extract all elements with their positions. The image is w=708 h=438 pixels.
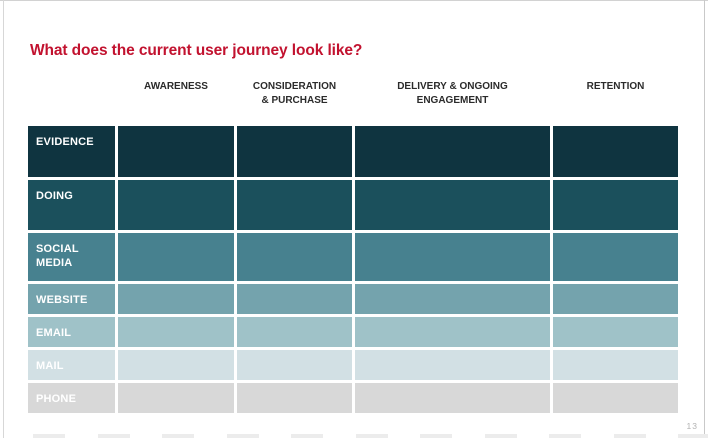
cutoff-shape <box>97 434 130 438</box>
row-label-cell: PHONE <box>28 383 115 413</box>
table-cell <box>553 126 678 177</box>
table-cell <box>355 317 550 347</box>
column-header: RETENTION <box>586 81 645 92</box>
cutoff-shape <box>420 434 452 438</box>
table-cell <box>355 126 550 177</box>
table-cell <box>553 180 678 230</box>
table-cell <box>118 284 234 314</box>
cutoff-shape <box>33 434 65 438</box>
table-cell <box>553 317 678 347</box>
table-cell <box>118 317 234 347</box>
row-label-cell: SOCIAL MEDIA <box>28 233 115 281</box>
row-label-cell: DOING <box>28 180 115 230</box>
cutoff-shape <box>355 434 388 438</box>
row-label-column-spacer <box>28 80 115 107</box>
slide-top-border <box>0 0 708 1</box>
table-cell <box>118 383 234 413</box>
cutoff-shape <box>484 434 517 438</box>
table-cell <box>237 383 352 413</box>
table-column-headers: AWARENESS CONSIDERATION & PURCHASE DELIVER… <box>28 80 678 107</box>
table-cell <box>553 233 678 281</box>
cutoff-shape <box>549 434 581 438</box>
table-cell <box>237 233 352 281</box>
table-cell <box>118 126 234 177</box>
cutoff-shape <box>226 434 259 438</box>
cutoff-shapes-strip <box>0 434 708 438</box>
table-cell <box>553 383 678 413</box>
slide-right-border <box>704 0 705 438</box>
user-journey-table: EVIDENCE DOING SOCIAL MEDIA WEBSITE EMAIL MAI… <box>28 126 678 413</box>
cutoff-shape <box>613 434 646 438</box>
column-header: AWARENESS <box>144 81 208 92</box>
table-cell <box>553 284 678 314</box>
table-cell <box>237 284 352 314</box>
slide-left-border <box>3 0 4 438</box>
table-cell <box>237 317 352 347</box>
row-label-cell: EVIDENCE <box>28 126 115 177</box>
cutoff-shape <box>291 434 323 438</box>
table-cell <box>355 284 550 314</box>
page-number: 13 <box>686 421 698 431</box>
row-label-cell: MAIL <box>28 350 115 380</box>
table-cell <box>118 180 234 230</box>
cutoff-shape <box>162 434 194 438</box>
slide-title: What does the current user journey look … <box>30 42 363 59</box>
table-cell <box>118 350 234 380</box>
table-cell <box>355 383 550 413</box>
table-cell <box>355 350 550 380</box>
table-cell <box>237 180 352 230</box>
table-cell <box>355 233 550 281</box>
column-header: DELIVERY & ONGOING ENGAGEMENT <box>397 81 508 106</box>
table-cell <box>118 233 234 281</box>
table-cell <box>237 126 352 177</box>
table-cell <box>355 180 550 230</box>
cutoff-shape <box>678 434 708 438</box>
table-cell <box>237 350 352 380</box>
table-cell <box>553 350 678 380</box>
row-label-cell: WEBSITE <box>28 284 115 314</box>
column-header: CONSIDERATION & PURCHASE <box>252 81 337 106</box>
row-label-cell: EMAIL <box>28 317 115 347</box>
